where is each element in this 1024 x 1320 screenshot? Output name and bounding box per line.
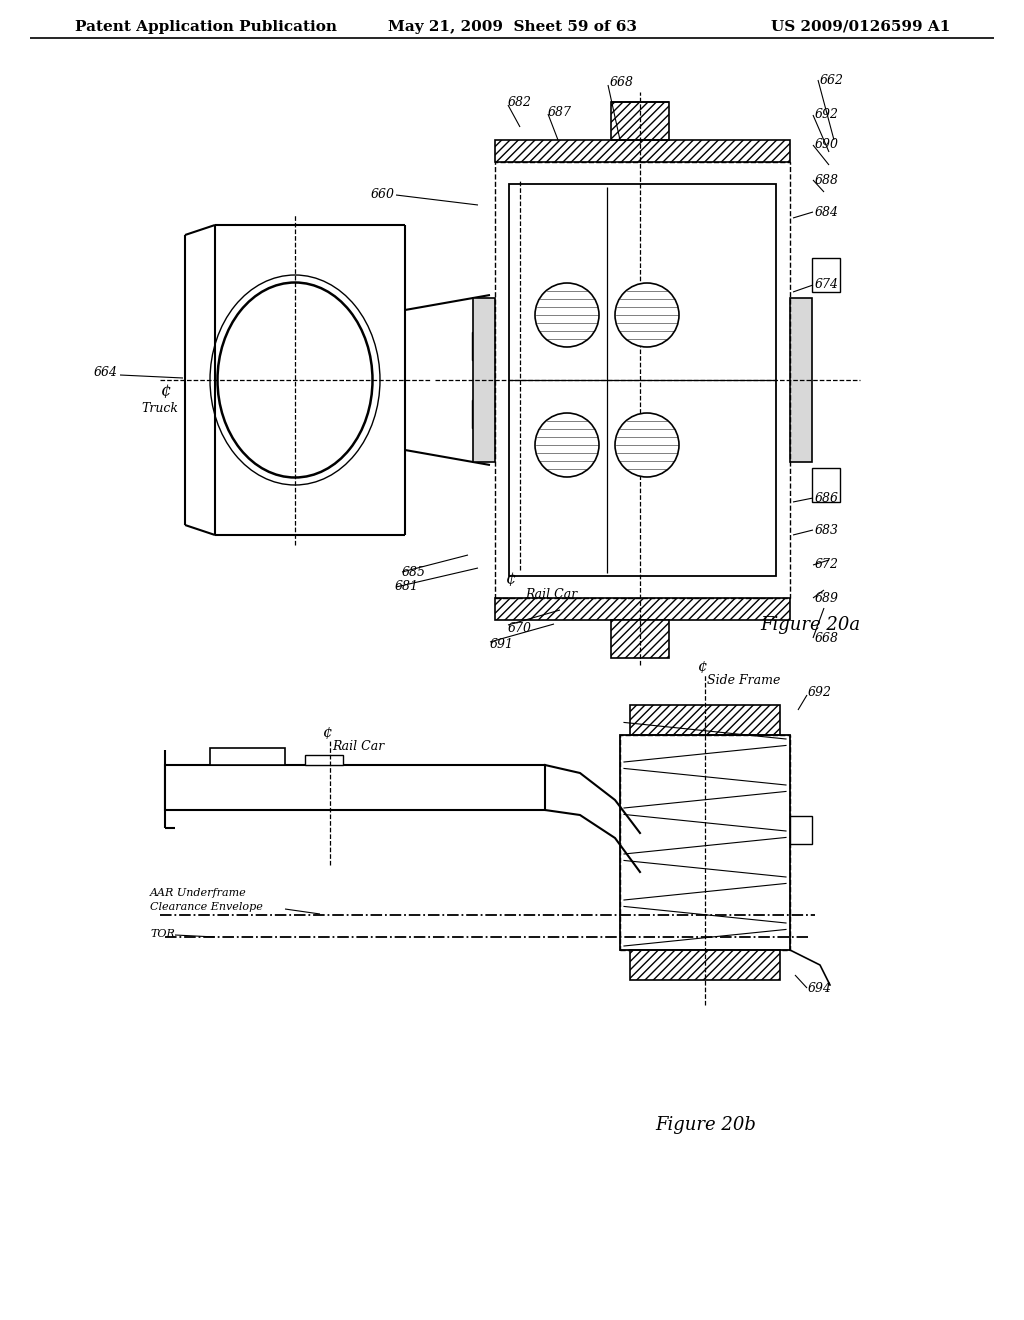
Text: AAR Underframe: AAR Underframe <box>150 888 247 898</box>
Bar <box>495 598 790 620</box>
Text: 670: 670 <box>508 622 532 635</box>
Text: 679: 679 <box>636 310 657 319</box>
Bar <box>611 620 669 657</box>
Bar <box>611 102 669 140</box>
Text: 664: 664 <box>94 366 118 379</box>
Bar <box>630 705 780 735</box>
Text: Patent Application Publication: Patent Application Publication <box>75 20 337 34</box>
Text: Side Frame: Side Frame <box>707 675 780 688</box>
Text: May 21, 2009  Sheet 59 of 63: May 21, 2009 Sheet 59 of 63 <box>387 20 637 34</box>
Text: 687: 687 <box>548 106 572 119</box>
Text: US 2009/0126599 A1: US 2009/0126599 A1 <box>771 20 950 34</box>
Text: 682: 682 <box>508 95 532 108</box>
Bar <box>620 735 790 950</box>
Bar <box>812 257 840 292</box>
Text: 674: 674 <box>815 279 839 292</box>
Bar <box>305 755 343 766</box>
Text: 688: 688 <box>815 173 839 186</box>
Text: 677: 677 <box>636 440 657 450</box>
Text: ¢: ¢ <box>160 384 170 400</box>
Bar <box>620 735 790 950</box>
Text: 678: 678 <box>556 310 578 319</box>
Text: 690: 690 <box>815 139 839 152</box>
Text: 686: 686 <box>815 491 839 504</box>
Text: Rail Car: Rail Car <box>332 741 384 754</box>
Bar <box>165 766 545 810</box>
Text: Figure 20a: Figure 20a <box>760 616 860 634</box>
Bar <box>210 748 285 766</box>
Text: 684: 684 <box>815 206 839 219</box>
Text: Truck: Truck <box>141 401 178 414</box>
Text: 683: 683 <box>815 524 839 536</box>
Bar <box>473 298 495 462</box>
Circle shape <box>615 413 679 477</box>
Bar <box>630 950 780 979</box>
Text: 668: 668 <box>610 75 634 88</box>
Text: ¢: ¢ <box>323 726 332 741</box>
Text: ¢: ¢ <box>697 660 707 675</box>
Bar <box>472 333 492 360</box>
Text: Figure 20b: Figure 20b <box>655 1115 756 1134</box>
Text: 676: 676 <box>556 440 578 450</box>
Text: 672: 672 <box>815 558 839 572</box>
Text: 694: 694 <box>808 982 831 994</box>
Bar <box>509 183 776 576</box>
Text: 691: 691 <box>490 638 514 651</box>
Text: 692: 692 <box>815 108 839 121</box>
Circle shape <box>615 282 679 347</box>
Text: Rail Car: Rail Car <box>525 589 578 602</box>
Circle shape <box>535 413 599 477</box>
Bar <box>472 400 492 428</box>
Bar <box>790 298 812 462</box>
Text: 668: 668 <box>815 631 839 644</box>
Bar <box>790 816 812 843</box>
Text: 692: 692 <box>808 686 831 700</box>
Bar <box>812 469 840 502</box>
Text: 662: 662 <box>820 74 844 87</box>
Bar <box>495 162 790 598</box>
Text: TOR: TOR <box>150 929 175 939</box>
Text: Clearance Envelope: Clearance Envelope <box>150 902 263 912</box>
Bar <box>495 140 790 162</box>
Text: 685: 685 <box>402 565 426 578</box>
Text: 660: 660 <box>371 189 395 202</box>
Text: ¢: ¢ <box>505 572 515 589</box>
Circle shape <box>535 282 599 347</box>
Text: 681: 681 <box>395 581 419 594</box>
Text: 689: 689 <box>815 591 839 605</box>
